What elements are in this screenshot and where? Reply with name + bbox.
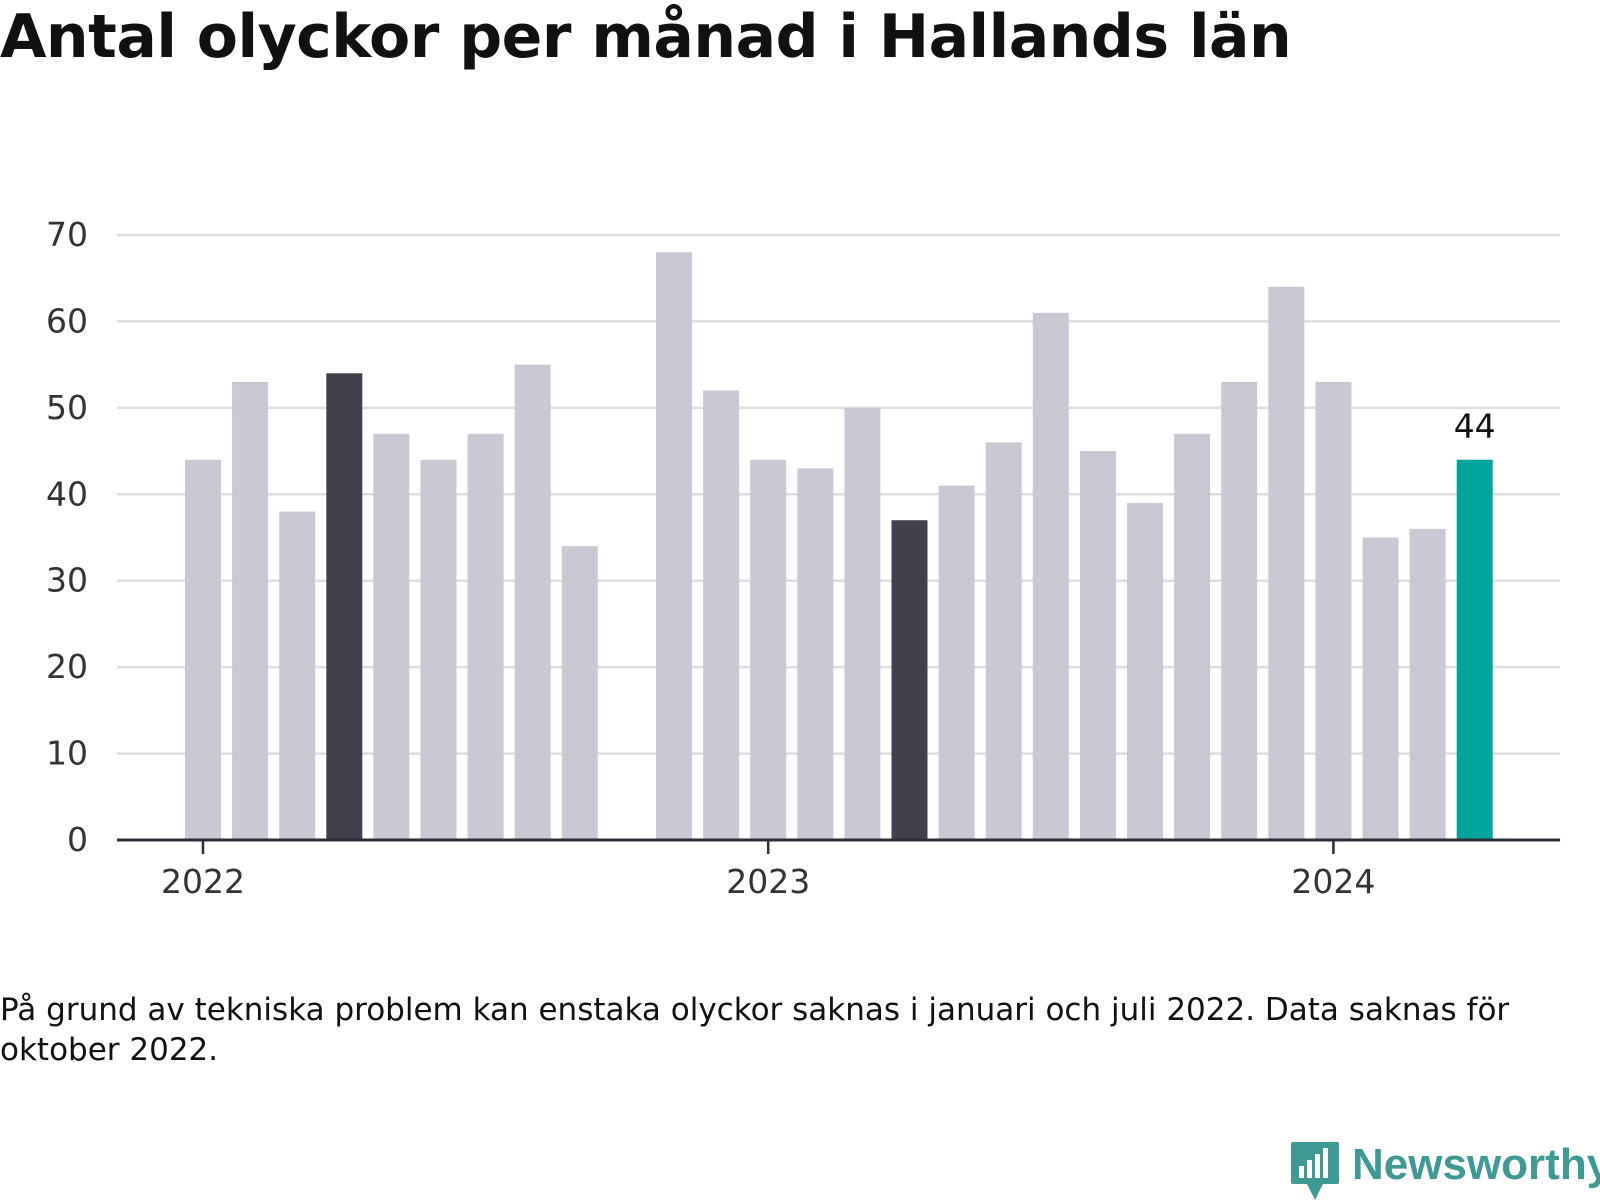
bar-2022-01	[185, 459, 221, 840]
bar-chart-speech-bubble-icon	[1291, 1142, 1339, 1200]
axes: 0 10 20 30 40 50 60 70 2022 2023 2024	[46, 215, 1560, 901]
bar-2024-02	[1362, 537, 1399, 840]
bar-2024-04	[1456, 459, 1493, 840]
logo-text: Newsworthy	[1352, 1140, 1600, 1189]
y-tick-label: 20	[46, 647, 88, 686]
bar-2023-11	[1221, 381, 1258, 840]
bar-2023-06	[985, 442, 1022, 840]
bar-2022-02	[232, 381, 269, 840]
bar-2022-08	[514, 364, 551, 840]
bar-2023-05	[938, 485, 975, 840]
bar-2022-03	[279, 511, 316, 840]
y-tick-label: 70	[46, 215, 88, 254]
footnote: På grund av tekniska problem kan enstaka…	[0, 992, 1510, 1068]
bar-2024-01	[1315, 381, 1352, 840]
bars	[185, 252, 1493, 841]
bar-2023-01	[750, 459, 787, 840]
bar-2022-05	[373, 433, 410, 840]
bar-2022-04	[326, 373, 363, 840]
y-tick-label: 40	[46, 474, 88, 513]
data-label: 44	[1454, 407, 1496, 446]
bar-chart: 0 10 20 30 40 50 60 70 2022 2023 2024 44	[46, 215, 1560, 901]
bar-2023-12	[1268, 286, 1305, 840]
bar-2023-02	[797, 468, 834, 840]
data-labels: 44	[1454, 407, 1496, 446]
bar-2022-12	[703, 390, 740, 840]
bar-2023-03	[844, 407, 881, 840]
y-tick-label: 50	[46, 388, 88, 427]
bar-2023-10	[1174, 433, 1211, 840]
bar-2022-07	[467, 433, 504, 840]
chart-title: Antal olyckor per månad i Hallands län	[0, 2, 1292, 72]
bar-2023-08	[1079, 451, 1116, 840]
newsworthy-logo[interactable]: Newsworthy	[1290, 1140, 1600, 1200]
x-tick-label: 2023	[726, 862, 810, 901]
x-tick-label: 2024	[1291, 862, 1375, 901]
bar-2022-06	[420, 459, 457, 840]
bar-2024-03	[1409, 528, 1446, 840]
x-tick-label: 2022	[161, 862, 245, 901]
bar-2022-09	[561, 546, 598, 840]
y-tick-label: 10	[46, 734, 88, 773]
y-tick-label: 0	[67, 820, 88, 859]
bar-2022-11	[656, 252, 692, 841]
bar-2023-04	[891, 520, 928, 840]
y-tick-label: 30	[46, 561, 88, 600]
y-tick-label: 60	[46, 301, 88, 340]
bar-2023-07	[1032, 312, 1069, 840]
bar-2023-09	[1127, 502, 1163, 840]
